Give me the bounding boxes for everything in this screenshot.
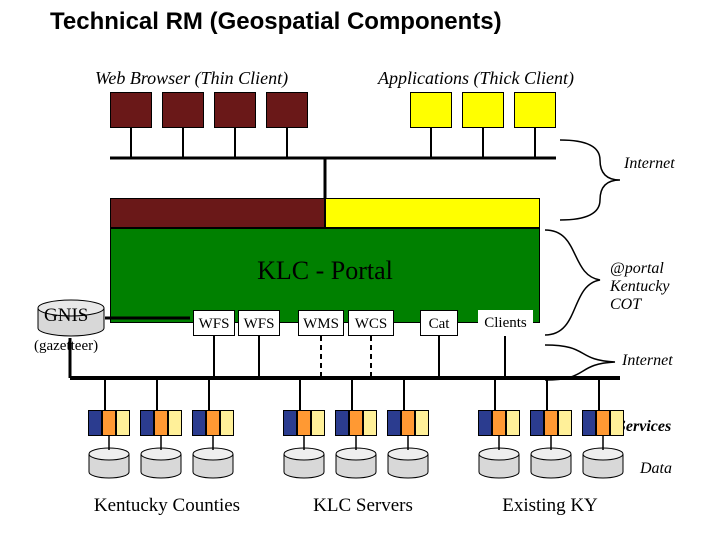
server-bar bbox=[478, 410, 492, 436]
thick-client-box bbox=[410, 92, 452, 128]
server-bar bbox=[492, 410, 506, 436]
server-bar bbox=[154, 410, 168, 436]
server-bar bbox=[544, 410, 558, 436]
thin-client-label: Web Browser (Thin Client) bbox=[95, 68, 288, 89]
group-label-klc: KLC Servers bbox=[293, 495, 433, 517]
group-label-existing: Existing KY bbox=[480, 495, 620, 517]
server-bar bbox=[401, 410, 415, 436]
internet-label-top: Internet bbox=[624, 155, 675, 173]
server-bar bbox=[415, 410, 429, 436]
server-bar bbox=[530, 410, 544, 436]
thin-client-box bbox=[266, 92, 308, 128]
gnis-label: GNIS bbox=[44, 305, 88, 327]
server-bar bbox=[596, 410, 610, 436]
server-bar bbox=[610, 410, 624, 436]
server-bar bbox=[297, 410, 311, 436]
portal-bar-thick bbox=[325, 198, 540, 228]
thick-client-label: Applications (Thick Client) bbox=[378, 68, 574, 89]
server-bar bbox=[206, 410, 220, 436]
page-title: Technical RM (Geospatial Components) bbox=[50, 8, 502, 36]
thin-client-box bbox=[162, 92, 204, 128]
thin-client-box bbox=[110, 92, 152, 128]
data-label: Data bbox=[640, 460, 672, 478]
portal-note: @portal Kentucky COT bbox=[610, 260, 670, 314]
server-bar bbox=[140, 410, 154, 436]
thick-client-box bbox=[514, 92, 556, 128]
portal-bar-thin bbox=[110, 198, 325, 228]
server-bar bbox=[220, 410, 234, 436]
server-bar bbox=[335, 410, 349, 436]
svc-cat: Cat bbox=[420, 310, 458, 336]
server-bar bbox=[582, 410, 596, 436]
thin-client-box bbox=[214, 92, 256, 128]
server-bar bbox=[88, 410, 102, 436]
svc-wfs2: WFS bbox=[238, 310, 280, 336]
server-bar bbox=[102, 410, 116, 436]
server-bar bbox=[283, 410, 297, 436]
server-bar bbox=[116, 410, 130, 436]
svc-wfs1: WFS bbox=[193, 310, 235, 336]
server-bar bbox=[363, 410, 377, 436]
services-label: Services bbox=[617, 418, 671, 436]
server-bar bbox=[506, 410, 520, 436]
internet-label-bottom: Internet bbox=[622, 352, 673, 370]
svc-wms: WMS bbox=[298, 310, 344, 336]
group-label-ky-counties: Kentucky Counties bbox=[82, 495, 252, 517]
svc-wcs: WCS bbox=[348, 310, 394, 336]
thick-client-box bbox=[462, 92, 504, 128]
portal-label: KLC - Portal bbox=[115, 256, 535, 286]
server-bar bbox=[558, 410, 572, 436]
gnis-sub-label: (gazetteer) bbox=[34, 338, 98, 355]
server-bar bbox=[349, 410, 363, 436]
server-bar bbox=[168, 410, 182, 436]
server-bar bbox=[192, 410, 206, 436]
server-bar bbox=[311, 410, 325, 436]
server-bar bbox=[387, 410, 401, 436]
svc-clients: Clients bbox=[478, 310, 533, 336]
